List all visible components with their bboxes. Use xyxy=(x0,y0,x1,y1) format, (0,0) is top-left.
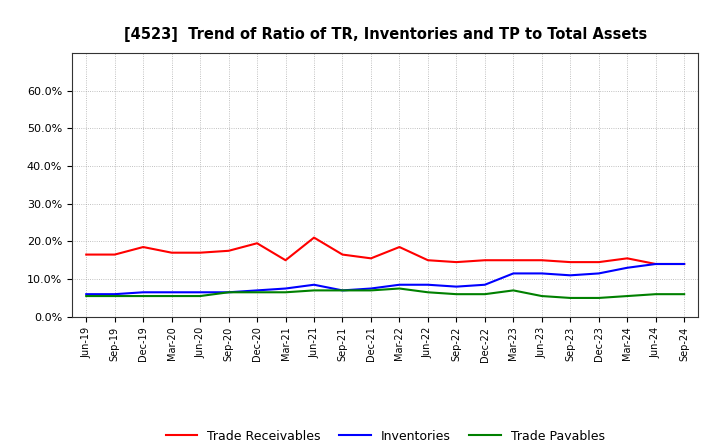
Trade Payables xyxy=(537,293,546,299)
Trade Receivables xyxy=(509,257,518,263)
Trade Payables xyxy=(480,292,489,297)
Trade Payables xyxy=(310,288,318,293)
Trade Receivables xyxy=(680,261,688,267)
Inventories xyxy=(282,286,290,291)
Trade Payables xyxy=(623,293,631,299)
Trade Receivables xyxy=(566,260,575,265)
Inventories xyxy=(537,271,546,276)
Trade Payables xyxy=(509,288,518,293)
Inventories xyxy=(423,282,432,287)
Inventories xyxy=(566,273,575,278)
Trade Payables xyxy=(652,292,660,297)
Inventories xyxy=(366,286,375,291)
Trade Receivables xyxy=(423,257,432,263)
Inventories xyxy=(110,292,119,297)
Trade Payables xyxy=(196,293,204,299)
Trade Payables xyxy=(82,293,91,299)
Trade Receivables xyxy=(595,260,603,265)
Trade Payables xyxy=(680,292,688,297)
Trade Receivables xyxy=(310,235,318,240)
Inventories xyxy=(338,288,347,293)
Inventories xyxy=(595,271,603,276)
Trade Receivables xyxy=(110,252,119,257)
Trade Payables xyxy=(225,290,233,295)
Trade Receivables xyxy=(196,250,204,255)
Inventories xyxy=(452,284,461,289)
Trade Receivables xyxy=(225,248,233,253)
Trade Receivables xyxy=(652,261,660,267)
Trade Receivables xyxy=(82,252,91,257)
Inventories xyxy=(680,261,688,267)
Inventories xyxy=(225,290,233,295)
Trade Payables xyxy=(366,288,375,293)
Title: [4523]  Trend of Ratio of TR, Inventories and TP to Total Assets: [4523] Trend of Ratio of TR, Inventories… xyxy=(124,27,647,42)
Trade Payables xyxy=(338,288,347,293)
Inventories xyxy=(395,282,404,287)
Trade Receivables xyxy=(167,250,176,255)
Inventories xyxy=(253,288,261,293)
Trade Payables xyxy=(452,292,461,297)
Trade Receivables xyxy=(253,241,261,246)
Line: Trade Receivables: Trade Receivables xyxy=(86,238,684,264)
Trade Payables xyxy=(282,290,290,295)
Trade Payables xyxy=(595,295,603,301)
Inventories xyxy=(196,290,204,295)
Trade Receivables xyxy=(338,252,347,257)
Trade Receivables xyxy=(139,244,148,249)
Inventories xyxy=(82,292,91,297)
Trade Payables xyxy=(253,290,261,295)
Legend: Trade Receivables, Inventories, Trade Payables: Trade Receivables, Inventories, Trade Pa… xyxy=(161,425,610,440)
Trade Receivables xyxy=(623,256,631,261)
Trade Receivables xyxy=(395,244,404,249)
Trade Payables xyxy=(395,286,404,291)
Inventories xyxy=(509,271,518,276)
Trade Payables xyxy=(139,293,148,299)
Trade Receivables xyxy=(480,257,489,263)
Trade Receivables xyxy=(366,256,375,261)
Line: Inventories: Inventories xyxy=(86,264,684,294)
Inventories xyxy=(623,265,631,271)
Trade Payables xyxy=(423,290,432,295)
Line: Trade Payables: Trade Payables xyxy=(86,289,684,298)
Trade Receivables xyxy=(452,260,461,265)
Inventories xyxy=(310,282,318,287)
Trade Receivables xyxy=(537,257,546,263)
Inventories xyxy=(167,290,176,295)
Inventories xyxy=(139,290,148,295)
Trade Payables xyxy=(167,293,176,299)
Trade Payables xyxy=(566,295,575,301)
Inventories xyxy=(652,261,660,267)
Trade Payables xyxy=(110,293,119,299)
Inventories xyxy=(480,282,489,287)
Trade Receivables xyxy=(282,257,290,263)
